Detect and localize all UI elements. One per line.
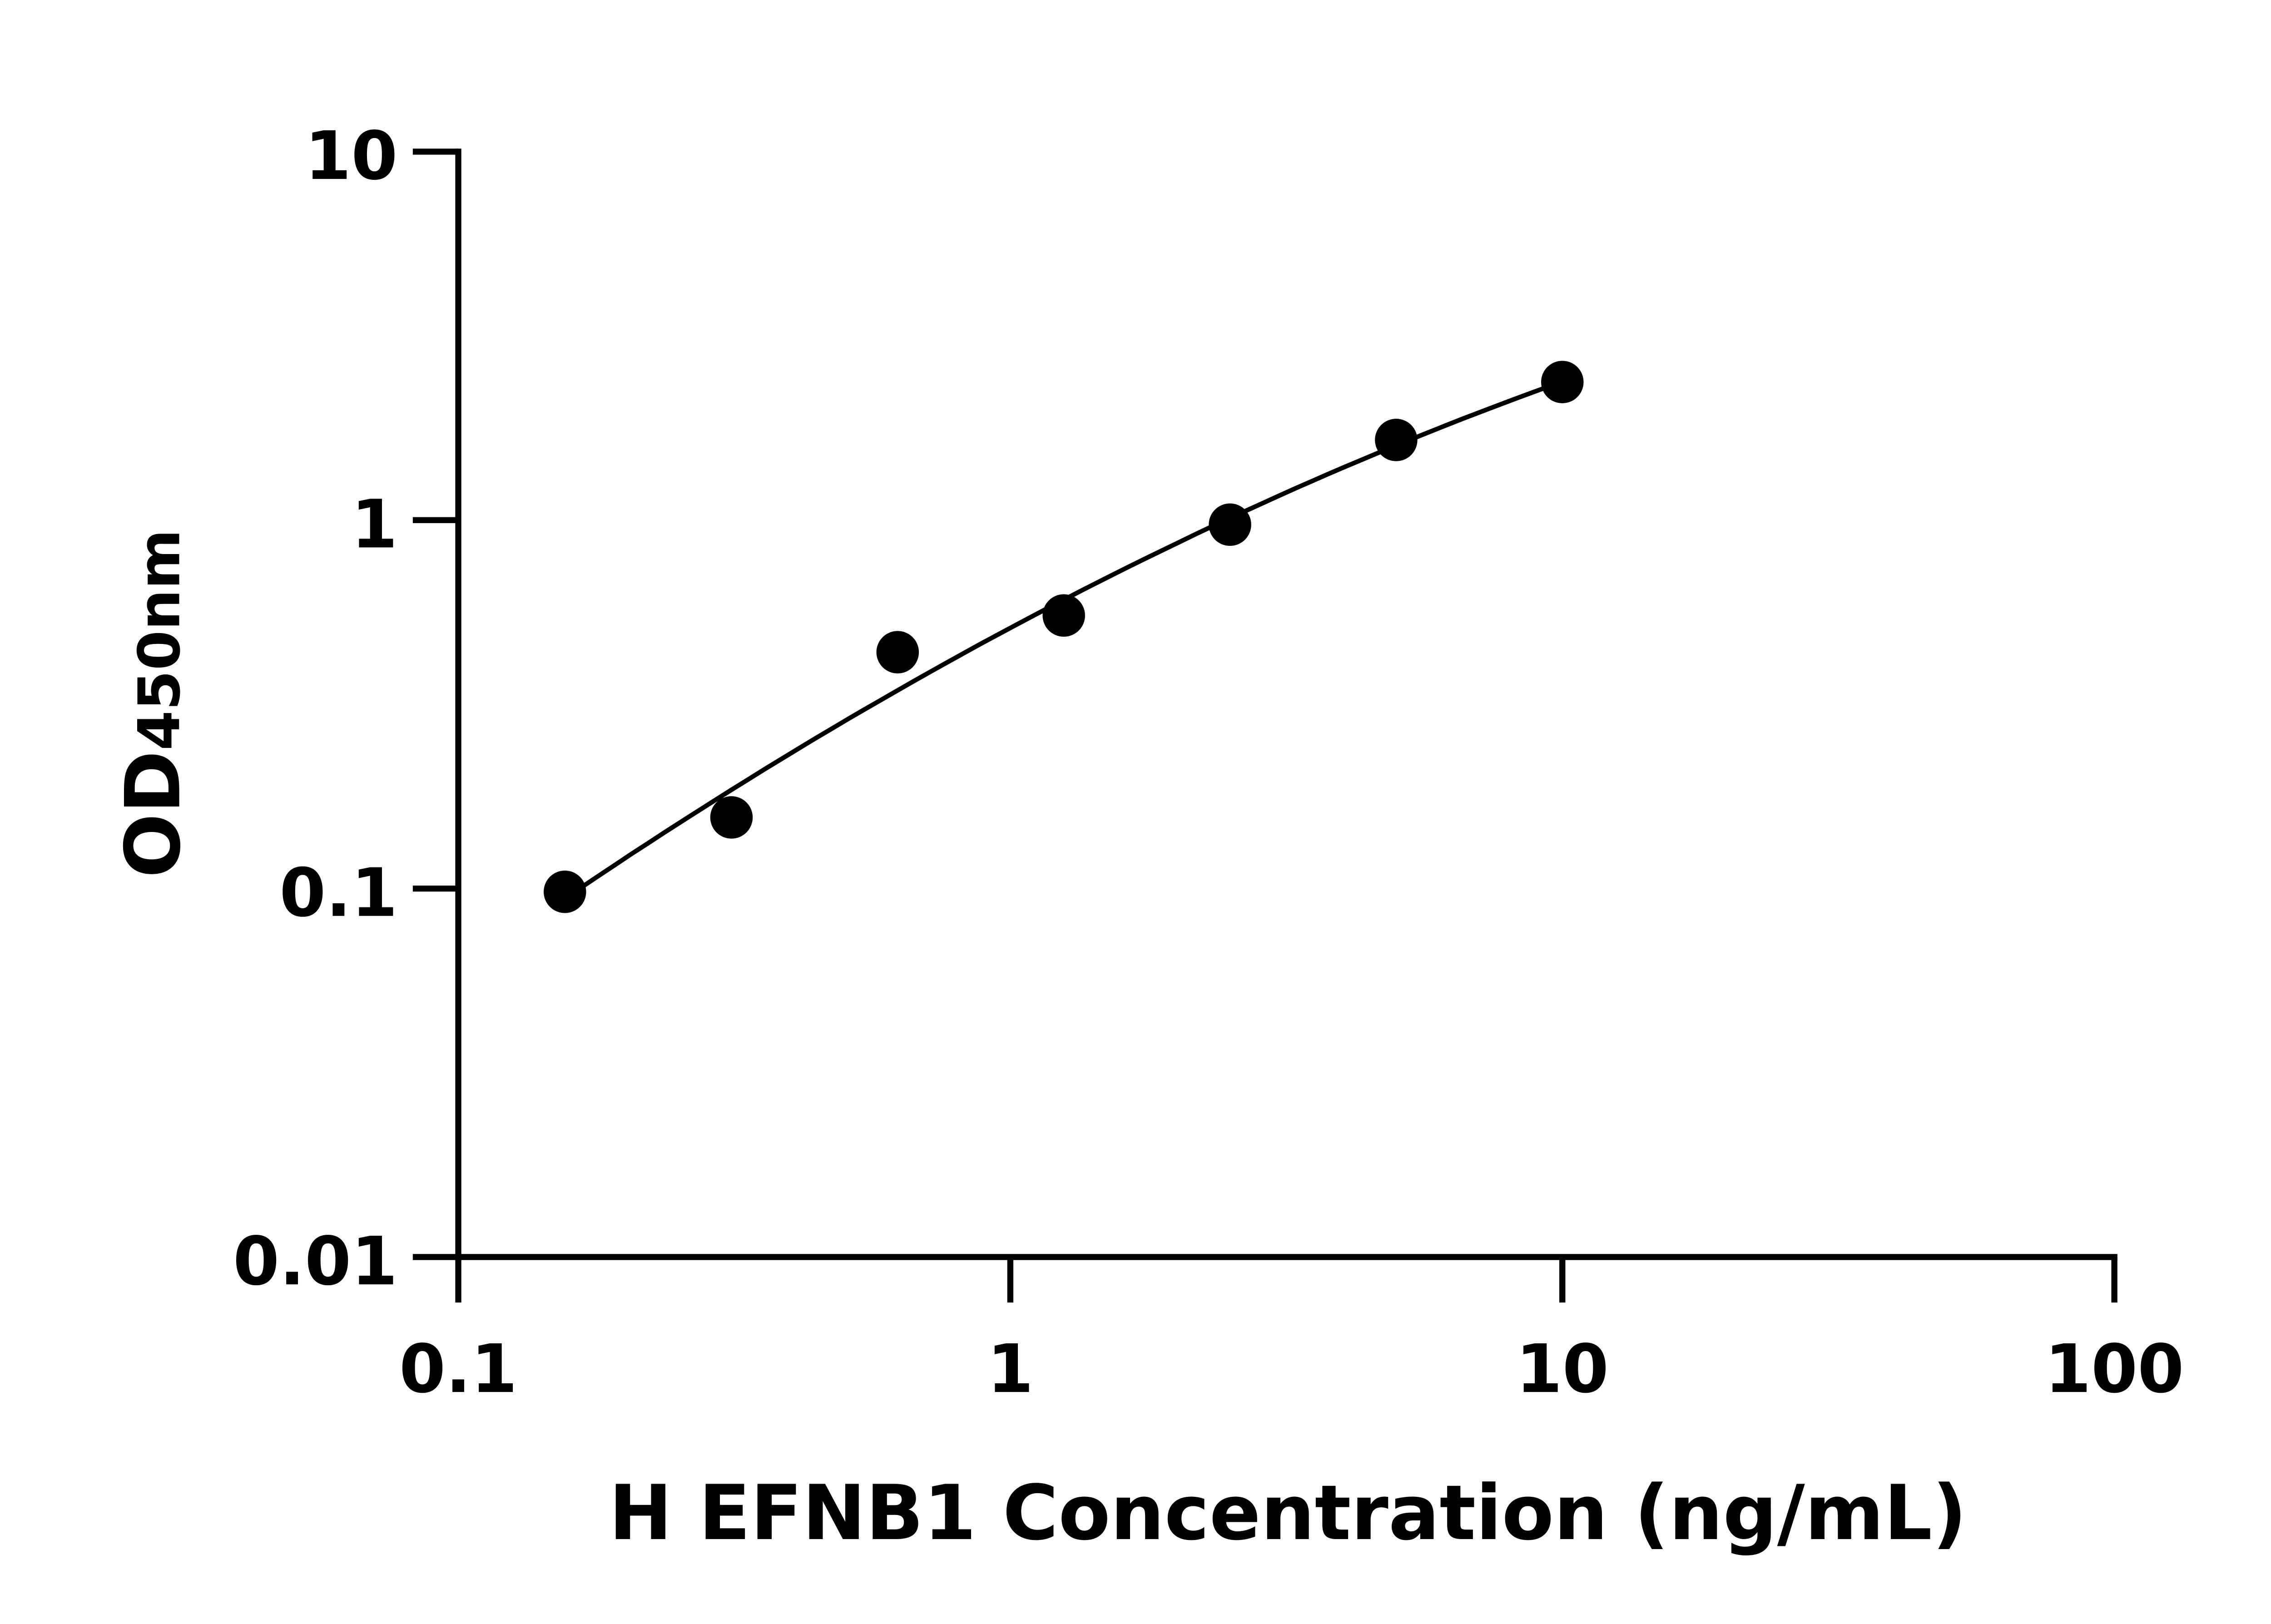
x-tick-label: 10 xyxy=(1516,1330,1609,1408)
data-point xyxy=(710,796,753,839)
data-point xyxy=(1541,361,1584,403)
x-ticks: 0.1 1 10 100 xyxy=(399,1257,2184,1408)
data-point xyxy=(876,631,919,673)
data-points xyxy=(543,361,1584,913)
y-axis-label-sub: 450nm xyxy=(126,529,193,750)
x-tick-label: 1 xyxy=(987,1330,1033,1408)
x-axis-label: H EFNB1 Concentration (ng/mL) xyxy=(609,1469,1967,1557)
y-tick-label: 10 xyxy=(305,117,397,195)
data-point xyxy=(1209,503,1251,546)
y-tick-label: 1 xyxy=(351,485,397,563)
y-axis-label: OD450nm xyxy=(109,529,198,878)
data-point xyxy=(1042,594,1085,637)
y-ticks: 0.01 0.1 1 10 xyxy=(233,117,459,1300)
y-axis-label-main: OD xyxy=(109,751,198,878)
x-tick-label: 0.1 xyxy=(399,1330,517,1408)
data-point xyxy=(543,870,586,913)
y-tick-label: 0.01 xyxy=(233,1223,397,1300)
y-tick-label: 0.1 xyxy=(279,854,397,932)
data-point xyxy=(1375,419,1418,461)
x-tick-label: 100 xyxy=(2045,1330,2184,1408)
